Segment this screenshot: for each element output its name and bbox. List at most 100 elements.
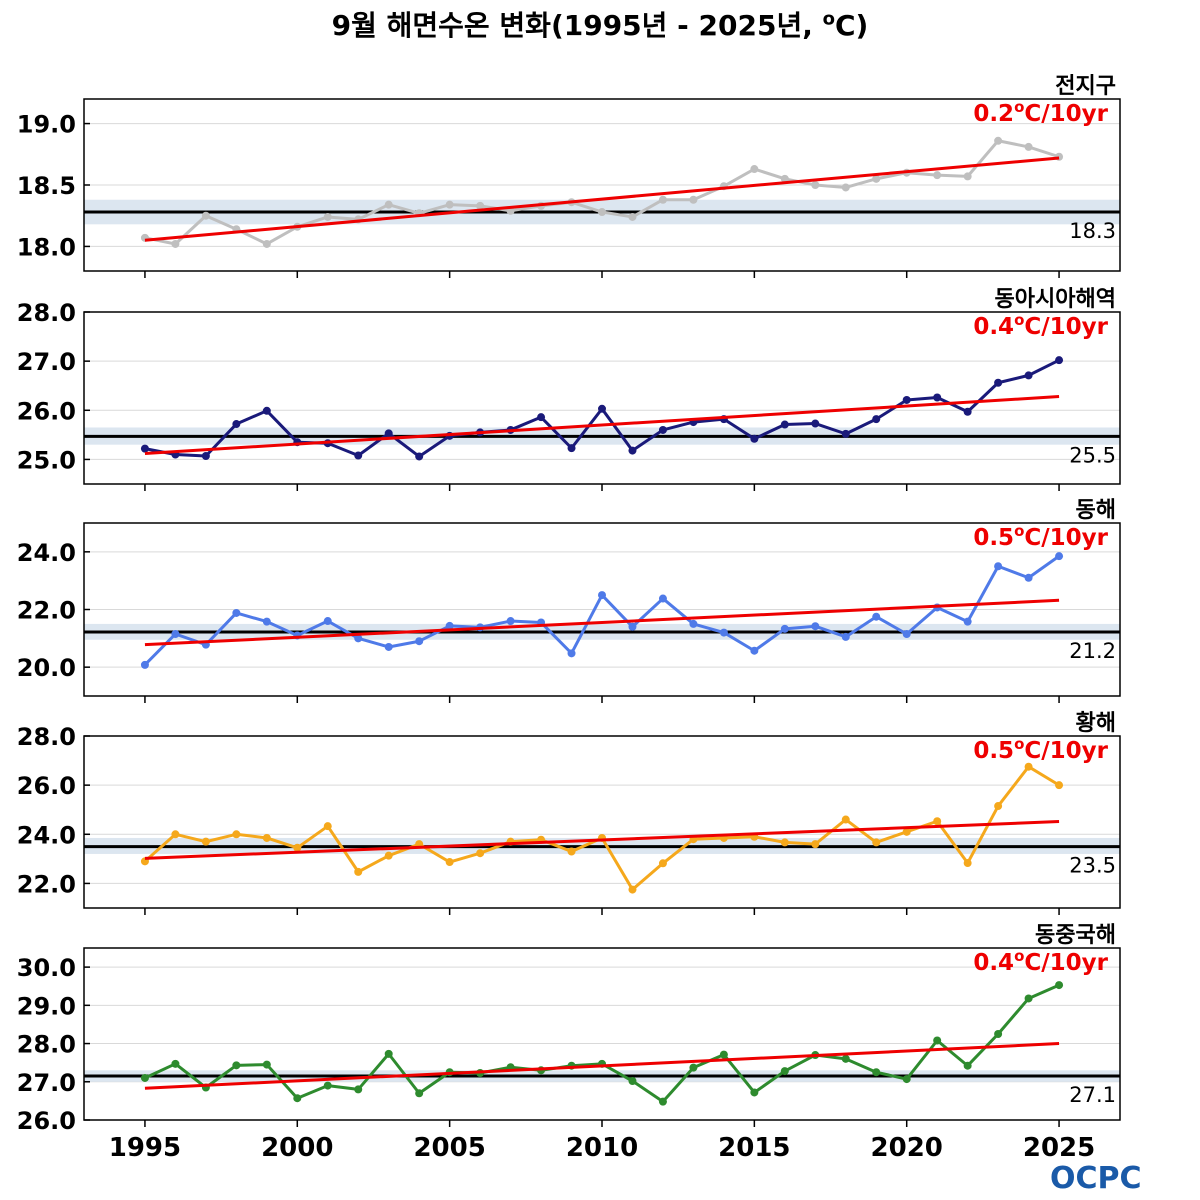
y-tick-label: 26.0 (17, 772, 76, 800)
data-point (232, 1061, 241, 1070)
trend-unit: C/10yr (1024, 101, 1108, 127)
data-point (140, 444, 149, 453)
x-tick-label: 1995 (109, 1133, 181, 1163)
trend-value: 0.5 (973, 525, 1014, 551)
data-point (293, 843, 302, 852)
panel-frame (83, 735, 1121, 909)
data-point (963, 407, 972, 416)
data-point (384, 429, 393, 438)
data-point (232, 420, 241, 429)
y-tick-label: 20.0 (17, 654, 76, 682)
trend-degree: o (1014, 311, 1024, 329)
data-point (476, 201, 485, 210)
data-point (201, 451, 210, 460)
ocpc-logo: OCPC (1050, 1161, 1142, 1196)
data-point (262, 617, 271, 626)
data-point (1055, 781, 1064, 790)
chart-title-text: 9월 해면수온 변화(1995년 - 2025년, (331, 9, 823, 42)
data-point (262, 239, 271, 248)
trend-label: 0.5oC/10yr (973, 522, 1108, 551)
x-tick-label: 2015 (718, 1133, 790, 1163)
y-tick-label: 18.5 (17, 172, 76, 200)
data-point (293, 1094, 302, 1103)
data-point (1024, 762, 1033, 771)
trend-line (144, 395, 1060, 456)
data-point (445, 858, 454, 867)
y-tick-label: 18.0 (17, 233, 76, 261)
trend-label: 0.4oC/10yr (973, 947, 1108, 976)
climatology-label: 25.5 (1069, 443, 1116, 467)
data-point (750, 646, 759, 655)
data-point (994, 378, 1003, 387)
data-point (658, 1097, 667, 1106)
trend-degree: o (1014, 735, 1024, 753)
data-point (658, 425, 667, 434)
data-point (415, 637, 424, 646)
data-point (933, 1036, 942, 1045)
data-point (1055, 356, 1064, 365)
data-point (323, 1081, 332, 1090)
data-point (262, 1060, 271, 1069)
y-tick-label: 30.0 (17, 954, 76, 982)
series-group (140, 981, 1064, 1106)
data-point (994, 802, 1003, 811)
data-point (354, 867, 363, 876)
data-point (171, 630, 180, 639)
y-tick-label: 24.0 (17, 539, 76, 567)
x-tick-label: 2025 (1023, 1133, 1095, 1163)
data-point (537, 413, 546, 422)
data-point (567, 649, 576, 658)
data-point (415, 452, 424, 461)
y-tick-label: 24.0 (17, 821, 76, 849)
trend-label: 0.5oC/10yr (973, 735, 1108, 764)
panel-title: 동해 (1076, 498, 1116, 523)
panel-title: 동중국해 (1035, 923, 1116, 948)
data-point (902, 827, 911, 836)
data-point (445, 200, 454, 209)
data-point (689, 195, 698, 204)
series-group (140, 762, 1064, 894)
data-point (354, 1085, 363, 1094)
data-point (658, 594, 667, 603)
data-point (323, 617, 332, 626)
trend-label: 0.4oC/10yr (973, 311, 1108, 340)
data-point (872, 415, 881, 424)
y-tick-label: 25.0 (17, 446, 76, 474)
y-tick-label: 26.0 (17, 397, 76, 425)
data-point (1055, 981, 1064, 990)
y-tick-label: 27.0 (17, 348, 76, 376)
data-point (384, 851, 393, 860)
data-point (354, 634, 363, 643)
data-point (628, 212, 637, 221)
data-point (140, 1073, 149, 1082)
data-point (750, 1088, 759, 1097)
data-point (963, 859, 972, 868)
data-point (750, 165, 759, 174)
data-point (445, 621, 454, 630)
data-point (963, 172, 972, 181)
data-point (811, 622, 820, 631)
data-point (841, 183, 850, 192)
data-point (567, 444, 576, 453)
data-point (384, 200, 393, 209)
trend-degree: o (1014, 98, 1024, 116)
trend-value: 0.2 (973, 101, 1014, 127)
data-point (1024, 142, 1033, 151)
data-point (506, 617, 515, 626)
data-point (1024, 371, 1033, 380)
data-point (933, 817, 942, 826)
data-point (1055, 552, 1064, 561)
y-tick-label: 22.0 (17, 597, 76, 625)
data-point (780, 174, 789, 183)
data-point (841, 815, 850, 824)
climatology-label: 27.1 (1069, 1083, 1116, 1107)
data-point (201, 837, 210, 846)
data-point (902, 630, 911, 639)
data-point (628, 622, 637, 631)
climatology-label: 18.3 (1069, 219, 1116, 243)
data-point (140, 660, 149, 669)
data-point (262, 833, 271, 842)
data-point (628, 446, 637, 455)
y-tick-label: 28.0 (17, 299, 76, 327)
